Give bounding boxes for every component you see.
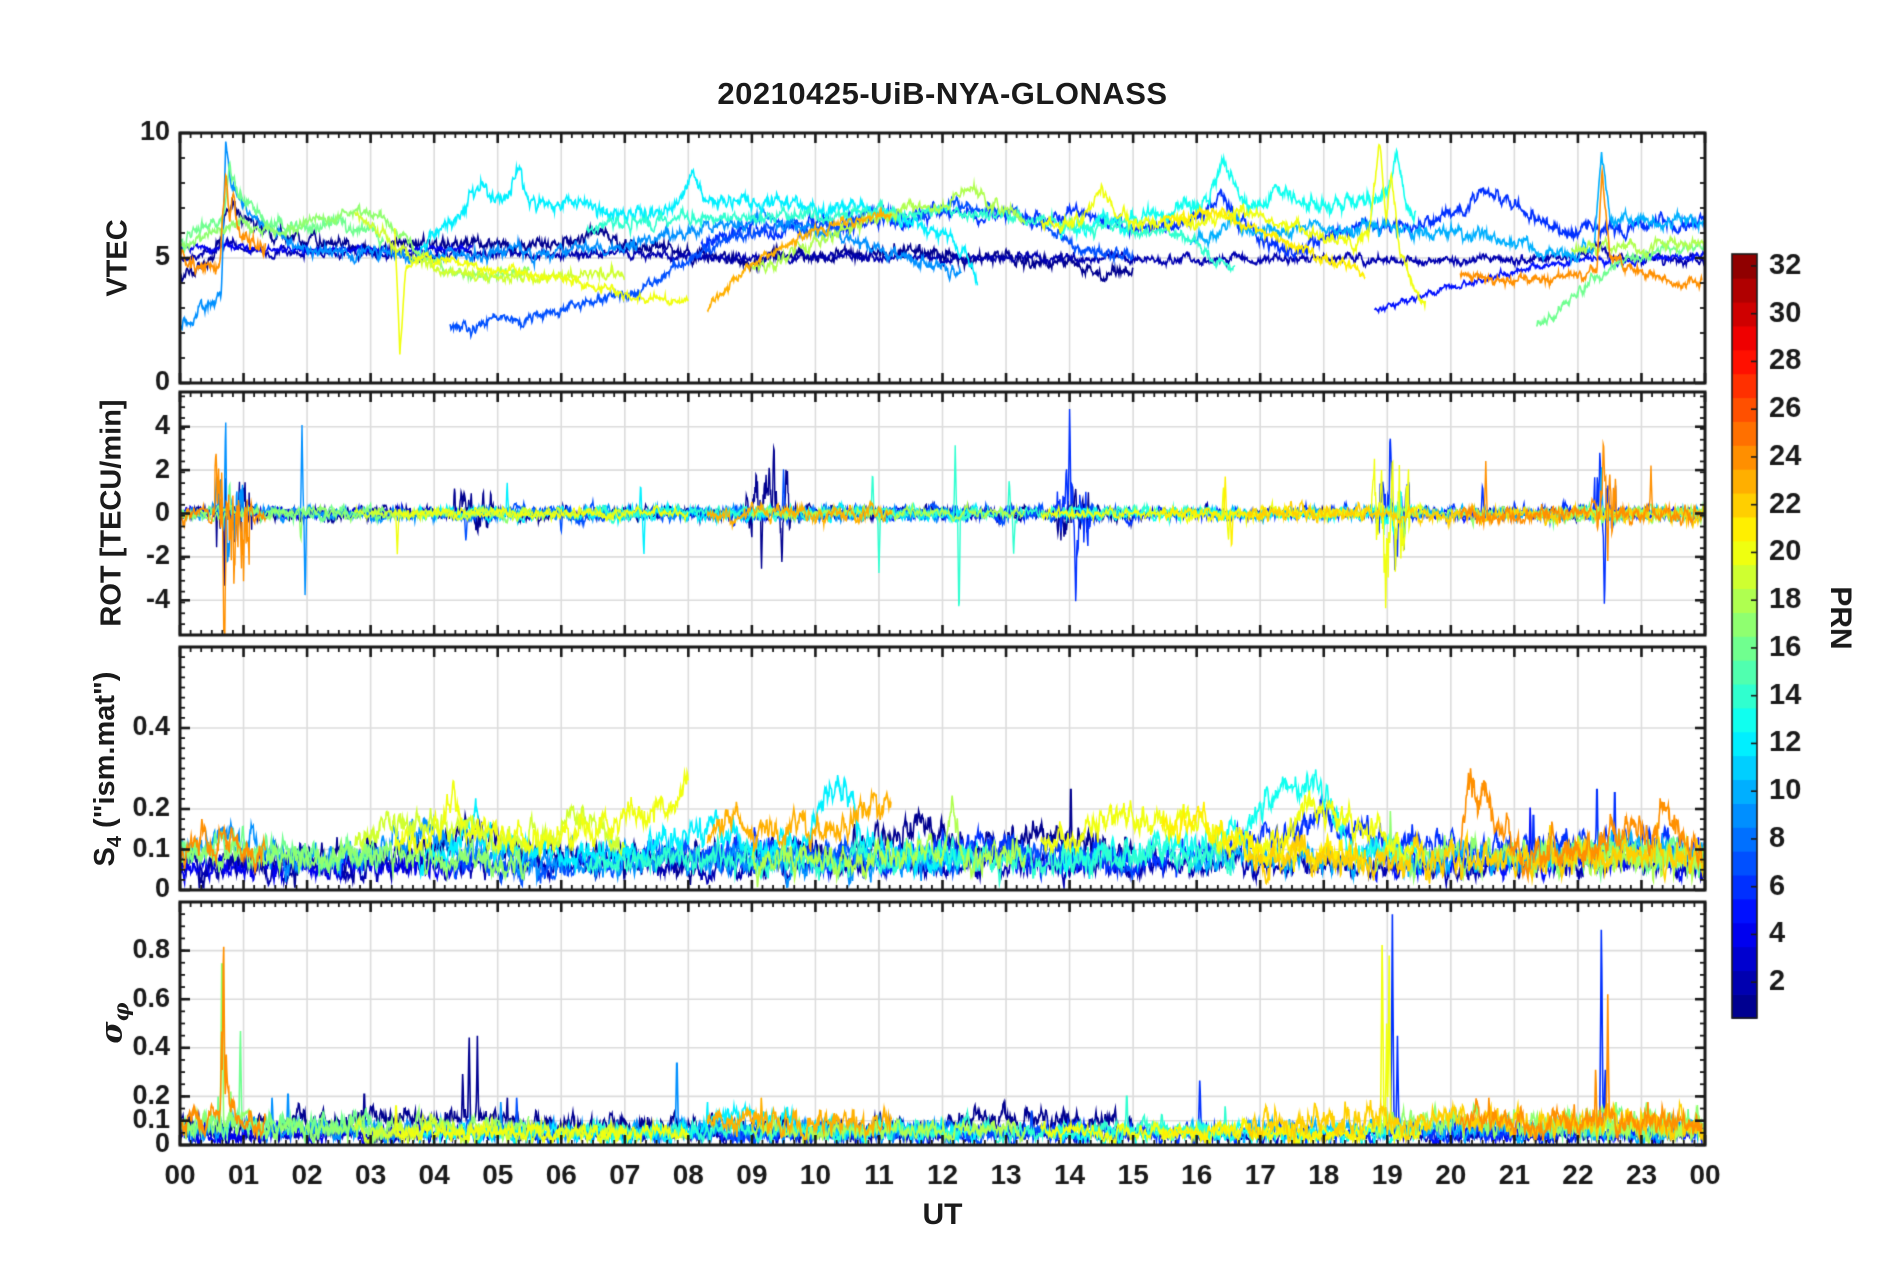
sigma-symbol: σ (94, 1021, 130, 1044)
ylabel-s4-subscript: 4 (103, 836, 126, 848)
ylabel-sigma-phi: σφ (95, 1002, 134, 1043)
ylabel-vtec: VTEC (101, 219, 134, 297)
chart-title: 20210425-UiB-NYA-GLONASS (717, 76, 1168, 111)
ylabel-rot: ROT [TECU/min] (95, 399, 128, 627)
xlabel-ut: UT (922, 1198, 963, 1231)
phi-subscript: φ (108, 1002, 134, 1022)
ylabel-s4-prefix: S (89, 847, 122, 867)
ylabel-s4: S4 ("ism.mat") (89, 672, 127, 867)
ylabel-s4-suffix: ("ism.mat") (89, 671, 122, 837)
colorbar-label: PRN (1824, 586, 1857, 650)
